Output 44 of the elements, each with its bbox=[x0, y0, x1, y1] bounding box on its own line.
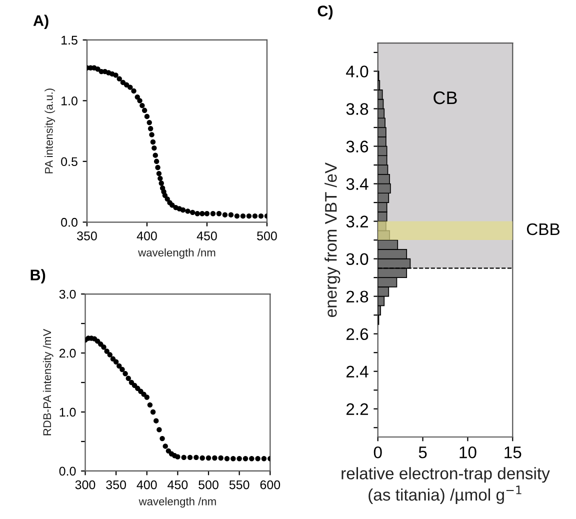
y-axis-title: energy from VBT /eV bbox=[324, 162, 340, 317]
y-tick-label: 0.5 bbox=[61, 157, 78, 166]
y-tick-label: 2.6 bbox=[346, 328, 368, 340]
y-tick-label: 1.0 bbox=[62, 96, 78, 106]
y-tick-label: 3.8 bbox=[346, 103, 368, 115]
y-tick-label: 3.0 bbox=[346, 253, 368, 265]
x-tick-label: 10 bbox=[460, 446, 476, 458]
y-tick-label: 3.0 bbox=[59, 290, 76, 299]
x-tick-label: 500 bbox=[198, 480, 218, 490]
y-tick-label: 2.4 bbox=[346, 366, 368, 378]
x-tick-label: 450 bbox=[196, 231, 217, 240]
chart-title: B) bbox=[30, 269, 46, 284]
x-axis-title: wavelength /nm bbox=[138, 248, 216, 259]
x-tick-label: 550 bbox=[229, 480, 250, 490]
x-tick-label: 350 bbox=[106, 480, 126, 490]
band-label: CB bbox=[434, 91, 457, 104]
x-tick-label: 600 bbox=[260, 480, 280, 490]
chart-title: A) bbox=[33, 14, 48, 30]
y-tick-label: 2.2 bbox=[346, 403, 368, 415]
y-tick-label: 0.0 bbox=[61, 218, 78, 227]
y-tick-label: 0.0 bbox=[59, 466, 76, 476]
x-tick-label: 15 bbox=[504, 446, 522, 458]
y-tick-label: 2.0 bbox=[59, 348, 76, 358]
y-axis-title: PA intensity (a.u.) bbox=[44, 88, 56, 174]
x-tick-label: 300 bbox=[75, 480, 96, 490]
x-tick-label: 400 bbox=[136, 231, 157, 240]
y-tick-label: 3.6 bbox=[346, 140, 368, 152]
x-tick-label: 500 bbox=[257, 231, 277, 240]
y-tick-label: 3.2 bbox=[346, 216, 368, 228]
x-tick-label: 350 bbox=[77, 231, 97, 240]
y-tick-label: 1.0 bbox=[60, 408, 76, 417]
y-tick-label: 4.0 bbox=[346, 66, 368, 78]
y-tick-label: 2.8 bbox=[346, 290, 368, 303]
x-tick-label: 5 bbox=[418, 446, 427, 458]
x-axis-title: wavelength /nm bbox=[138, 497, 216, 508]
x-axis-title: relative electron-trap density (as titania) /µmol g$^{−1}$ bbox=[342, 467, 550, 504]
y-tick-label: 3.4 bbox=[346, 178, 368, 190]
y-axis-title: RDB-PA intensity /mV bbox=[42, 328, 54, 436]
x-tick-label: 0 bbox=[374, 446, 382, 458]
x-tick-label: 400 bbox=[136, 480, 157, 490]
chart-title: C) bbox=[318, 5, 333, 20]
x-tick-label: 450 bbox=[168, 480, 188, 490]
y-tick-label: 1.5 bbox=[62, 36, 78, 45]
band-label: CBB bbox=[526, 223, 560, 236]
